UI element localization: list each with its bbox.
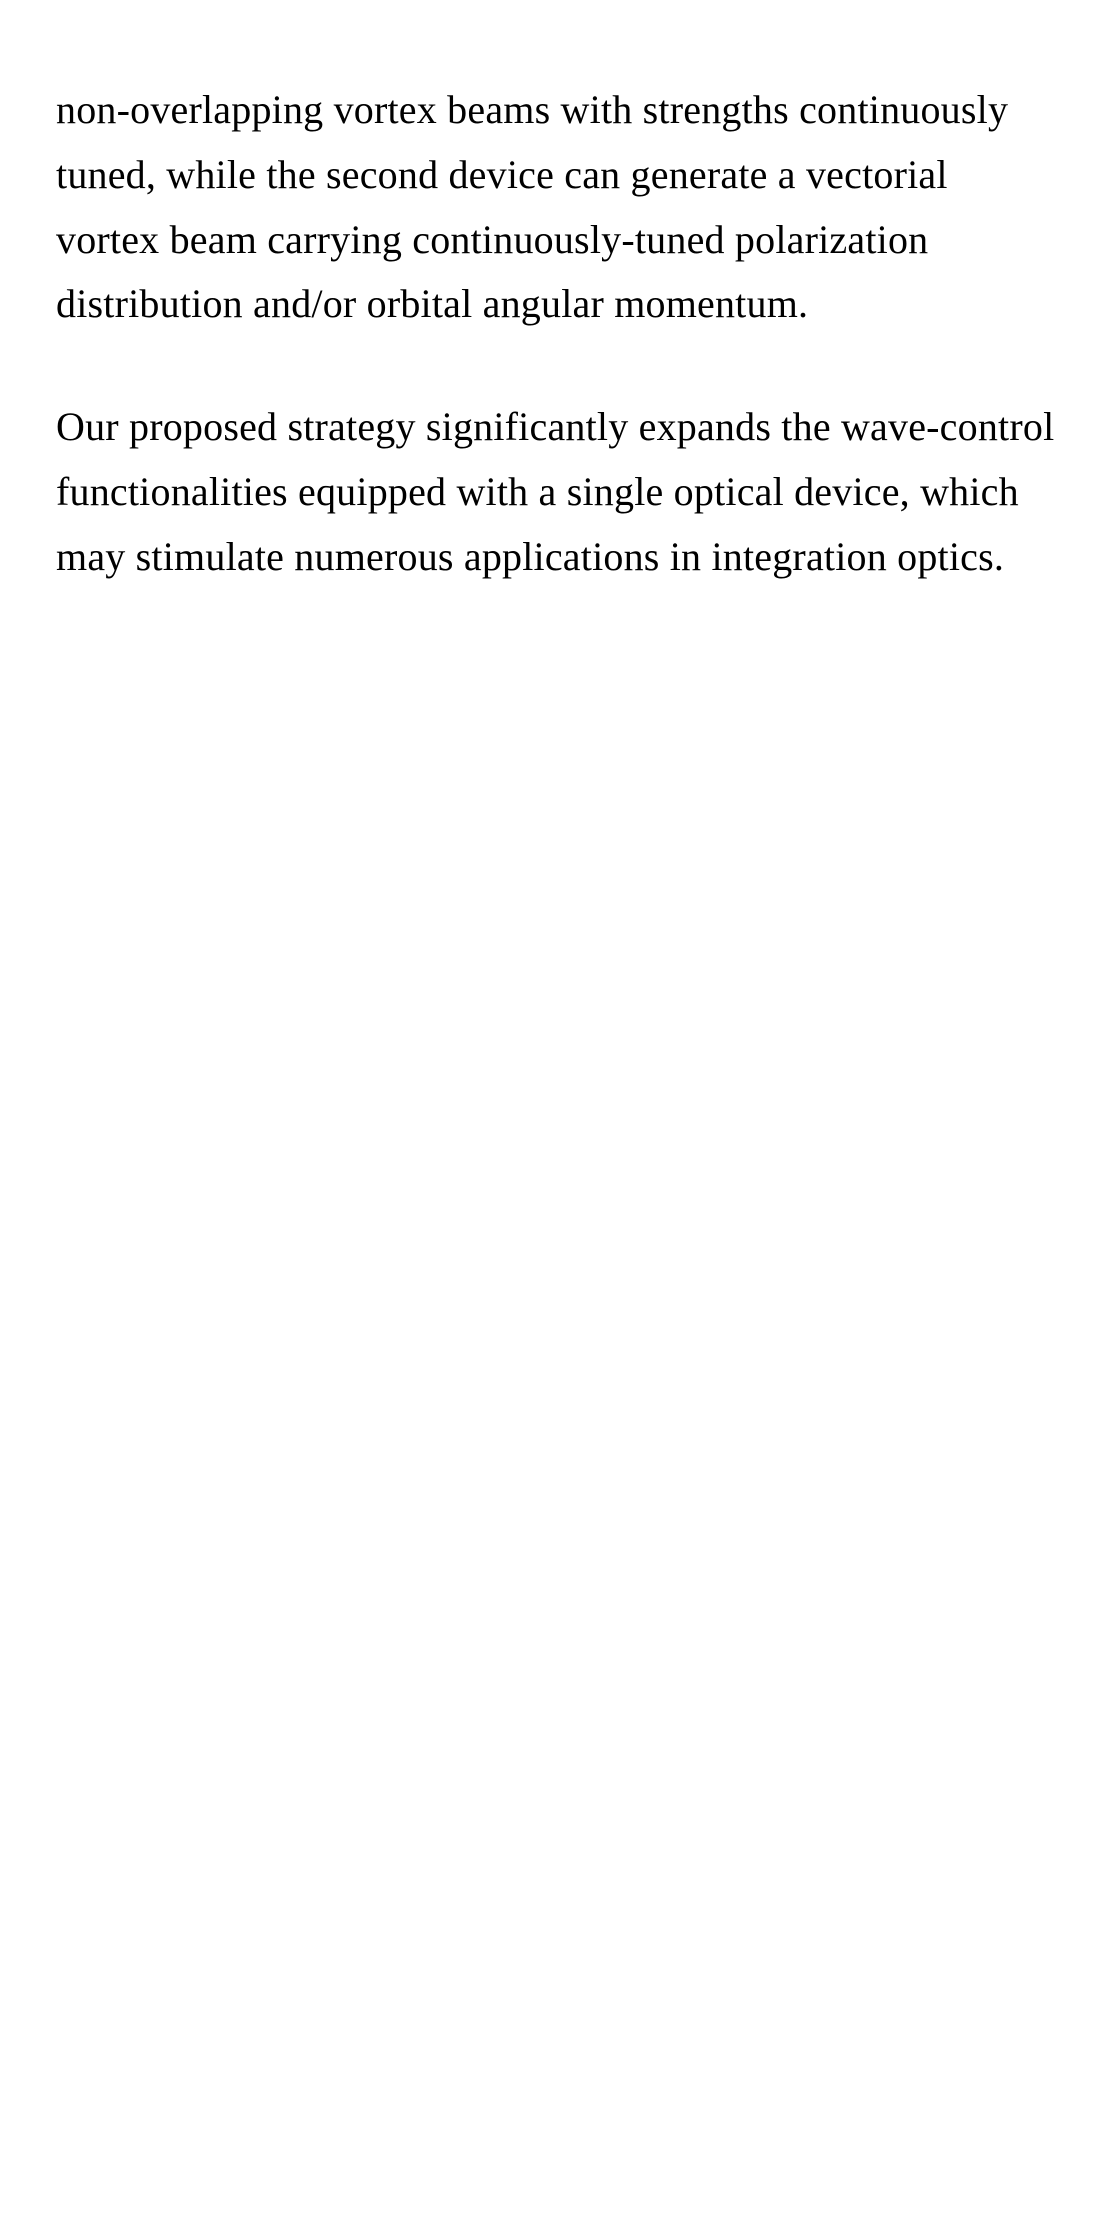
body-paragraph-2: Our proposed strategy significantly expa… xyxy=(56,395,1061,589)
body-paragraph-1: non-overlapping vortex beams with streng… xyxy=(56,78,1061,337)
